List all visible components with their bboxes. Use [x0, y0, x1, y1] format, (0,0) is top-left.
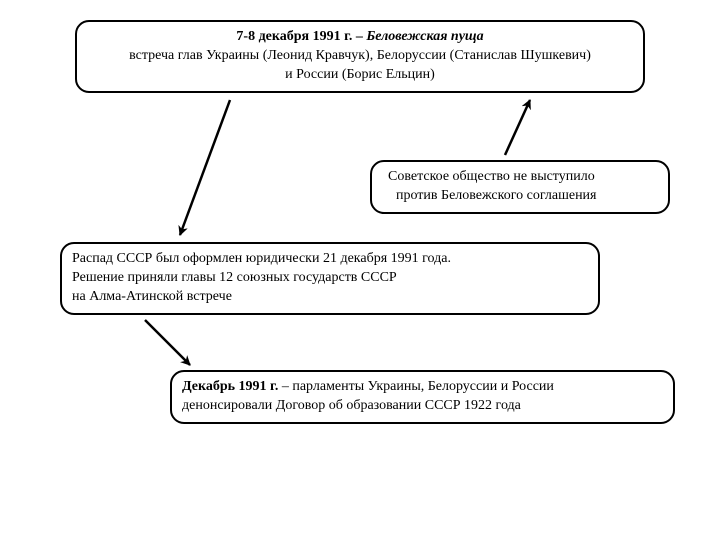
top-line2: встреча глав Украины (Леонид Кравчук), Б… [87, 47, 633, 66]
top-line3: и России (Борис Ельцин) [87, 66, 633, 85]
top-title-place: Беловежская пуща [366, 29, 483, 44]
arrow-top-to-middle [180, 100, 230, 235]
middle-line2: Решение приняли главы 12 союзных государ… [72, 269, 588, 288]
bottom-rest: – парламенты Украины, Белоруссии и Росси… [282, 379, 554, 394]
arrow-middle-to-bottom [145, 320, 190, 365]
right-line1: Советское общество не выступило [388, 168, 658, 187]
middle-line3: на Алма-Атинской встрече [72, 288, 588, 307]
box-top: 7-8 декабря 1991 г. – Беловежская пуща в… [75, 20, 645, 93]
top-title-date: 7-8 декабря 1991 г. – [236, 29, 366, 44]
middle-line1: Распад СССР был оформлен юридически 21 д… [72, 250, 588, 269]
bottom-line1: Декабрь 1991 г. – парламенты Украины, Бе… [182, 378, 663, 397]
right-line2: против Беловежского соглашения [388, 187, 658, 206]
box-bottom: Декабрь 1991 г. – парламенты Украины, Бе… [170, 370, 675, 424]
arrow-right-to-top [505, 100, 530, 155]
bottom-line2: денонсировали Договор об образовании ССС… [182, 397, 663, 416]
top-title: 7-8 декабря 1991 г. – Беловежская пуща [87, 28, 633, 47]
box-right: Советское общество не выступило против Б… [370, 160, 670, 214]
bottom-bold: Декабрь 1991 г. [182, 379, 282, 394]
box-middle: Распад СССР был оформлен юридически 21 д… [60, 242, 600, 315]
